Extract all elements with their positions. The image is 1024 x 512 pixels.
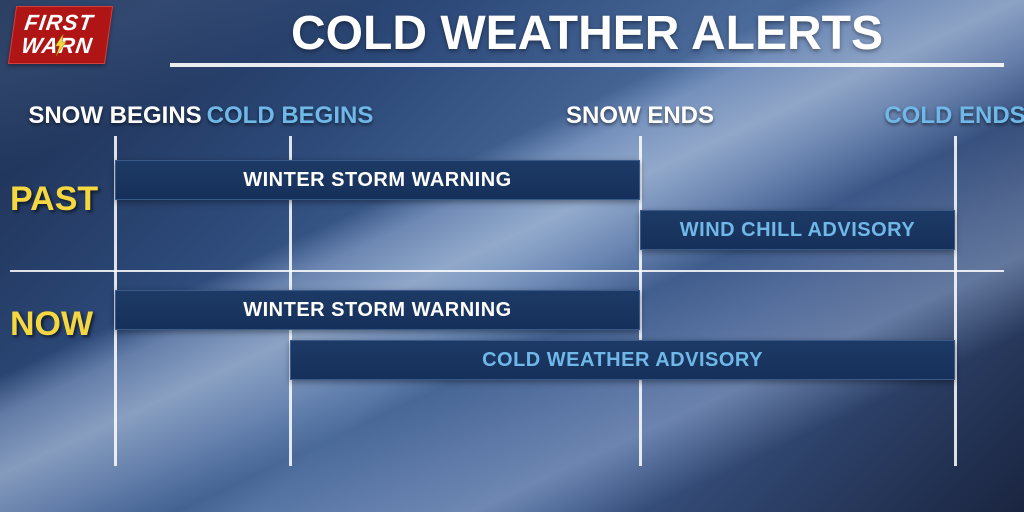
page-title: COLD WEATHER ALERTS [170,6,1004,67]
timeline-chart: SNOW BEGINS COLD BEGINS SNOW ENDS COLD E… [0,80,1024,512]
row-label-past: PAST [10,180,98,219]
logo-line2: WARN [20,34,94,57]
row-label-now: NOW [10,305,93,344]
row-divider [10,270,1004,272]
phase-snow-begins: SNOW BEGINS [28,102,201,130]
first-warn-logo: FIRST WARN [8,6,113,64]
marker-cold-ends [954,136,957,466]
phase-snow-ends: SNOW ENDS [566,102,714,130]
phase-cold-ends: COLD ENDS [884,102,1024,130]
bar-now-winter-storm-warning: WINTER STORM WARNING [115,290,640,330]
bar-past-winter-storm-warning: WINTER STORM WARNING [115,160,640,200]
phase-cold-begins: COLD BEGINS [207,102,374,130]
bar-past-wind-chill-advisory: WIND CHILL ADVISORY [640,210,955,250]
logo-line1: FIRST [23,11,97,34]
bar-now-cold-weather-advisory: COLD WEATHER ADVISORY [290,340,955,380]
